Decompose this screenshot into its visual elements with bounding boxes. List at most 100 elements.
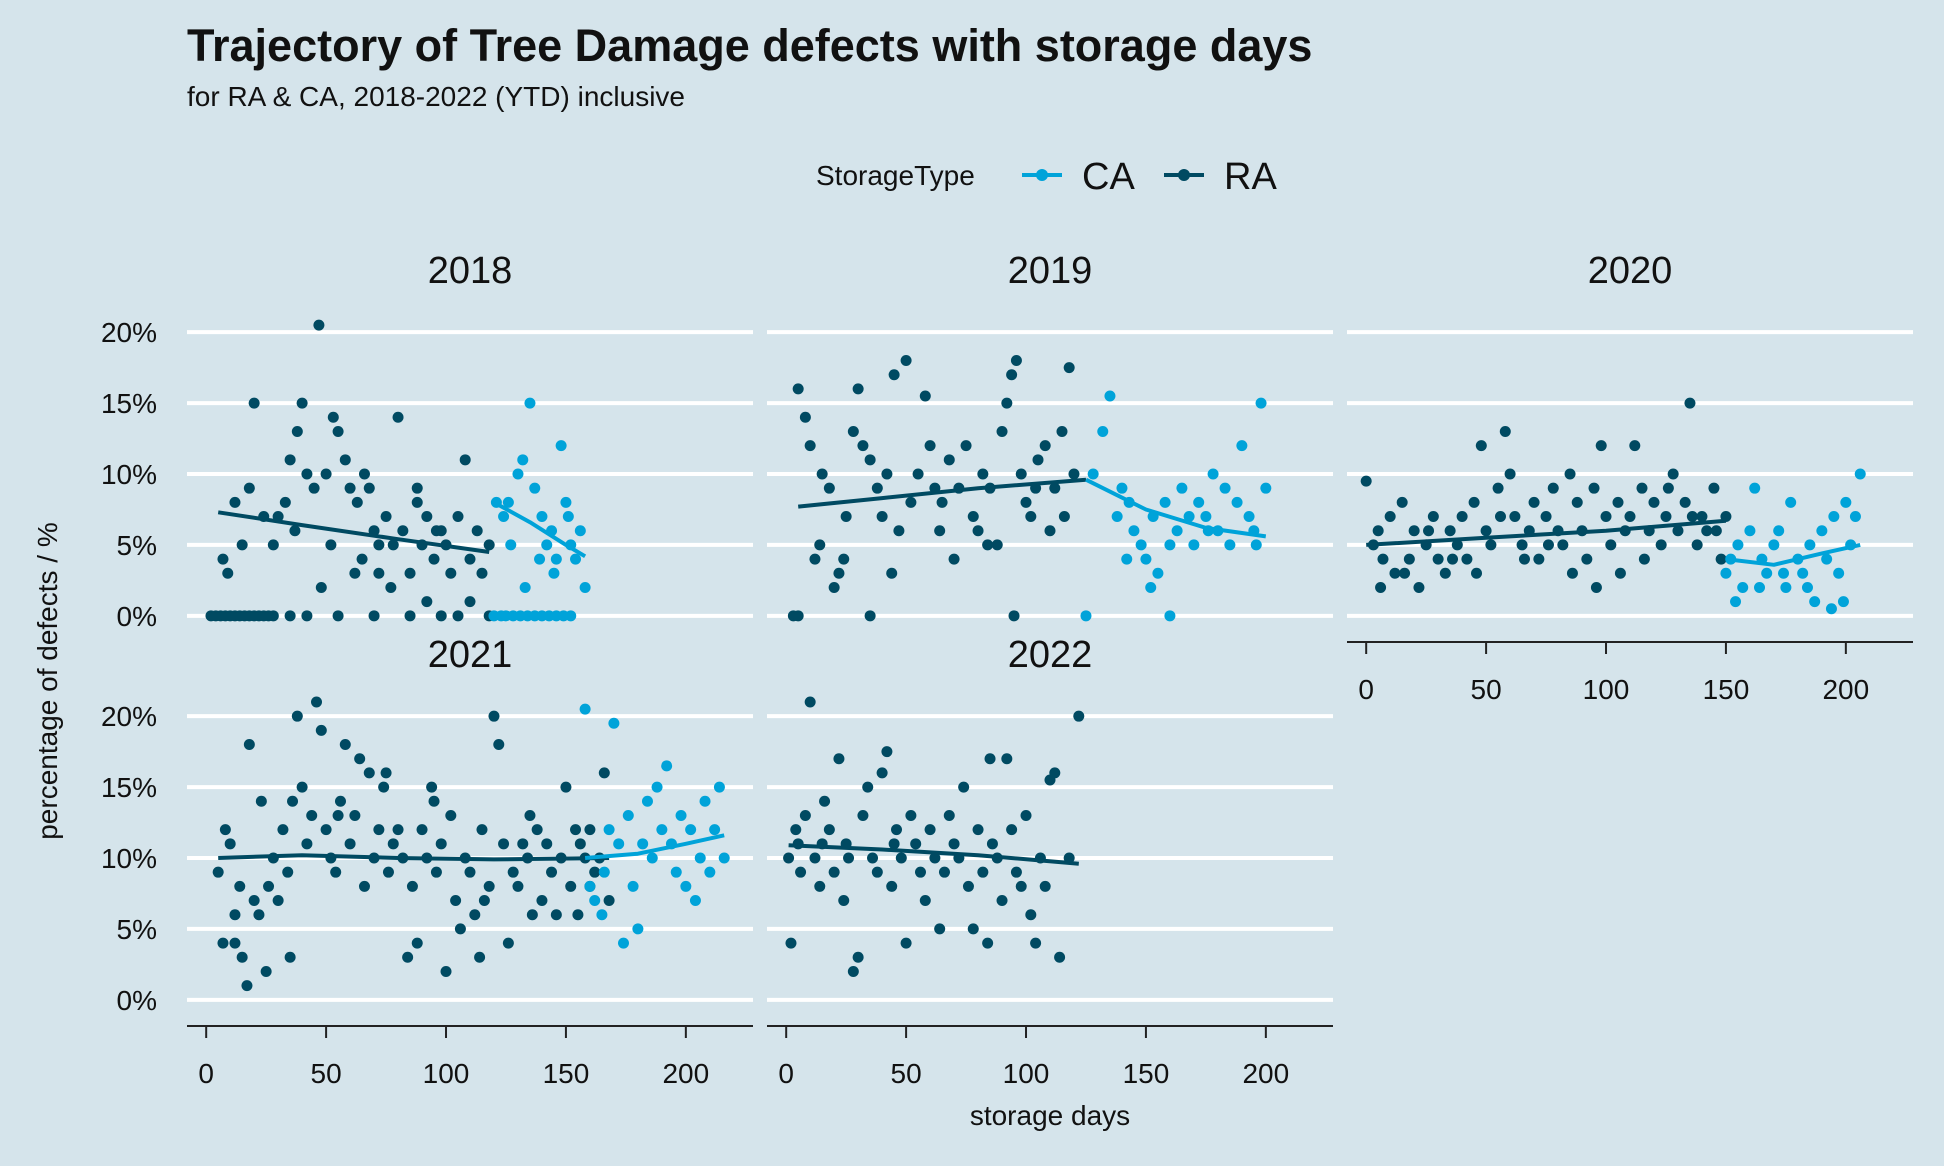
data-point-ra — [502, 937, 514, 949]
data-point-ra — [402, 951, 414, 963]
data-point-ra — [411, 937, 423, 949]
data-point-ra — [948, 838, 960, 850]
data-point-ca — [534, 553, 546, 565]
data-point-ra — [1588, 482, 1600, 494]
data-point-ca — [1825, 603, 1837, 615]
legend-ra-label: RA — [1224, 156, 1277, 198]
data-point-ra — [972, 824, 984, 836]
data-point-ra — [1058, 511, 1070, 523]
data-point-ra — [857, 809, 869, 821]
data-point-ra — [1451, 539, 1463, 551]
data-point-ca — [584, 880, 596, 892]
data-point-ra — [1708, 482, 1720, 494]
data-point-ca — [1135, 539, 1147, 551]
data-point-ca — [596, 909, 608, 921]
x-tick-label: 100 — [423, 1058, 470, 1089]
data-point-ca — [1164, 539, 1176, 551]
data-point-ra — [905, 809, 917, 821]
data-point-ra — [380, 767, 392, 779]
data-point-ca — [1097, 425, 1109, 437]
data-point-ra — [344, 482, 356, 494]
data-point-ra — [847, 425, 859, 437]
y-tick-label: 15% — [101, 772, 157, 803]
data-point-ca — [498, 511, 510, 523]
data-point-ca — [1171, 525, 1183, 537]
x-tick-label: 150 — [543, 1058, 590, 1089]
data-point-ra — [1054, 951, 1066, 963]
data-point-ca — [548, 567, 560, 579]
legend-ca-label: CA — [1082, 156, 1135, 198]
data-point-ra — [1684, 397, 1696, 409]
chart-title: Trajectory of Tree Damage defects with s… — [187, 20, 1312, 71]
data-point-ra — [241, 980, 253, 992]
data-point-ca — [562, 511, 574, 523]
data-point-ra — [541, 838, 553, 850]
data-point-ra — [919, 390, 931, 402]
data-point-ra — [440, 965, 452, 977]
data-point-ra — [996, 895, 1008, 907]
data-point-ca — [1761, 567, 1773, 579]
data-point-ra — [795, 866, 807, 878]
data-point-ra — [799, 809, 811, 821]
data-point-ca — [1768, 539, 1780, 551]
data-point-ra — [320, 468, 332, 480]
x-tick-label: 0 — [1358, 674, 1374, 705]
y-tick-label: 5% — [117, 914, 157, 945]
data-point-ca — [1250, 539, 1262, 551]
data-point-ca — [1801, 581, 1813, 593]
data-point-ra — [546, 866, 558, 878]
data-point-ra — [248, 895, 260, 907]
data-point-ca — [589, 895, 601, 907]
data-point-ra — [474, 951, 486, 963]
data-point-ra — [852, 951, 864, 963]
data-point-ra — [1025, 511, 1037, 523]
data-point-ra — [871, 866, 883, 878]
data-point-ra — [881, 468, 893, 480]
data-point-ra — [574, 838, 586, 850]
data-point-ca — [613, 838, 625, 850]
data-point-ra — [1516, 539, 1528, 551]
data-point-ra — [243, 482, 255, 494]
data-point-ca — [661, 760, 673, 772]
data-point-ra — [1010, 355, 1022, 367]
data-point-ra — [871, 482, 883, 494]
data-point-ra — [1461, 553, 1473, 565]
data-point-ra — [881, 746, 893, 758]
data-point-ra — [790, 824, 802, 836]
data-point-ca — [603, 824, 615, 836]
data-point-ra — [267, 539, 279, 551]
data-point-ra — [332, 610, 344, 622]
data-point-ca — [622, 809, 634, 821]
data-point-ra — [1396, 496, 1408, 508]
data-point-ra — [1375, 581, 1387, 593]
trend-line-ca — [1725, 542, 1861, 567]
data-point-ra — [421, 596, 433, 608]
data-point-ra — [1063, 362, 1075, 374]
data-point-ra — [435, 610, 447, 622]
data-point-ca — [1164, 610, 1176, 622]
data-point-ra — [1590, 581, 1602, 593]
data-point-ra — [986, 838, 998, 850]
data-point-ra — [1494, 511, 1506, 523]
facet-panel: 2018 0% 5% 10% 15% 20% — [101, 250, 753, 632]
data-point-ra — [512, 880, 524, 892]
data-point-ra — [1480, 525, 1492, 537]
x-tick-label: 50 — [891, 1058, 922, 1089]
data-point-ra — [852, 383, 864, 395]
x-tick-label: 200 — [662, 1058, 709, 1089]
data-point-ra — [823, 482, 835, 494]
data-point-ra — [895, 852, 907, 864]
data-point-ra — [452, 610, 464, 622]
data-point-ra — [1715, 553, 1727, 565]
data-point-ca — [1231, 496, 1243, 508]
data-point-ca — [1744, 525, 1756, 537]
data-point-ra — [1015, 468, 1027, 480]
data-point-ra — [1039, 440, 1051, 452]
data-point-ra — [886, 880, 898, 892]
data-point-ra — [905, 496, 917, 508]
data-point-ra — [891, 824, 903, 836]
data-point-ra — [320, 824, 332, 836]
data-point-ra — [1660, 511, 1672, 523]
data-point-ra — [1475, 440, 1487, 452]
